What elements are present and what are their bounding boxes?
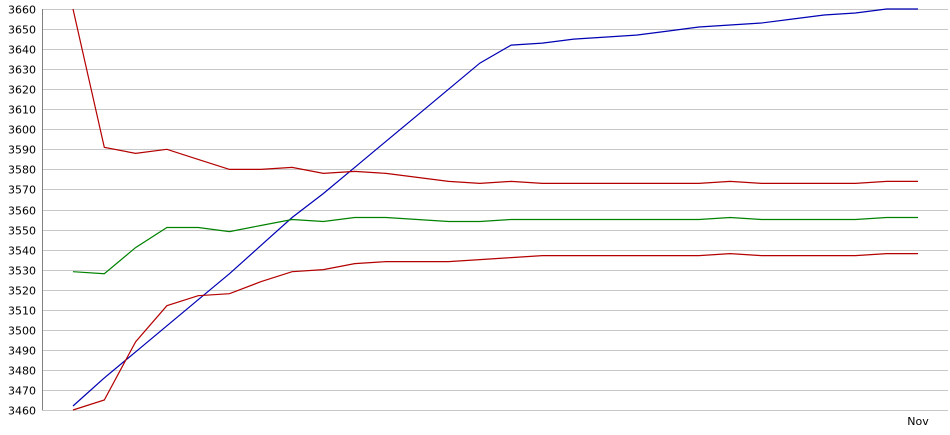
- series-lines: [72, 8, 918, 411]
- grid-lines: [42, 9, 948, 411]
- y-tick-label: 3490: [8, 345, 36, 358]
- y-tick-label: 3540: [8, 245, 36, 258]
- y-tick-label: 3530: [8, 265, 36, 278]
- y-tick-label: 3620: [8, 84, 36, 97]
- x-axis-tick-labels: Nov: [907, 415, 929, 428]
- y-tick-label: 3590: [8, 144, 36, 157]
- y-tick-label: 3600: [8, 124, 36, 137]
- series-line-4: [72, 252, 918, 411]
- y-tick-label: 3570: [8, 184, 36, 197]
- y-tick-label: 3640: [8, 44, 36, 57]
- y-tick-label: 3580: [8, 164, 36, 177]
- y-tick-label: 3650: [8, 24, 36, 37]
- y-axis-tick-labels: 3460 3470 3480 3490 3500 3510 3520 3530 3540 3550…: [8, 4, 36, 418]
- series-line-1: [72, 8, 918, 407]
- x-tick-label: Nov: [907, 415, 929, 428]
- y-tick-label: 3480: [8, 365, 36, 378]
- y-tick-label: 3560: [8, 205, 36, 218]
- series-line-2: [72, 8, 918, 185]
- y-tick-label: 3510: [8, 305, 36, 318]
- y-tick-label: 3520: [8, 285, 36, 298]
- y-tick-label: 3660: [8, 4, 36, 17]
- y-tick-label: 3470: [8, 385, 36, 398]
- y-tick-label: 3610: [8, 104, 36, 117]
- y-tick-label: 3550: [8, 225, 36, 238]
- series-line-3: [72, 216, 918, 275]
- y-tick-label: 3460: [8, 405, 36, 418]
- y-tick-label: 3630: [8, 64, 36, 77]
- y-tick-label: 3500: [8, 325, 36, 338]
